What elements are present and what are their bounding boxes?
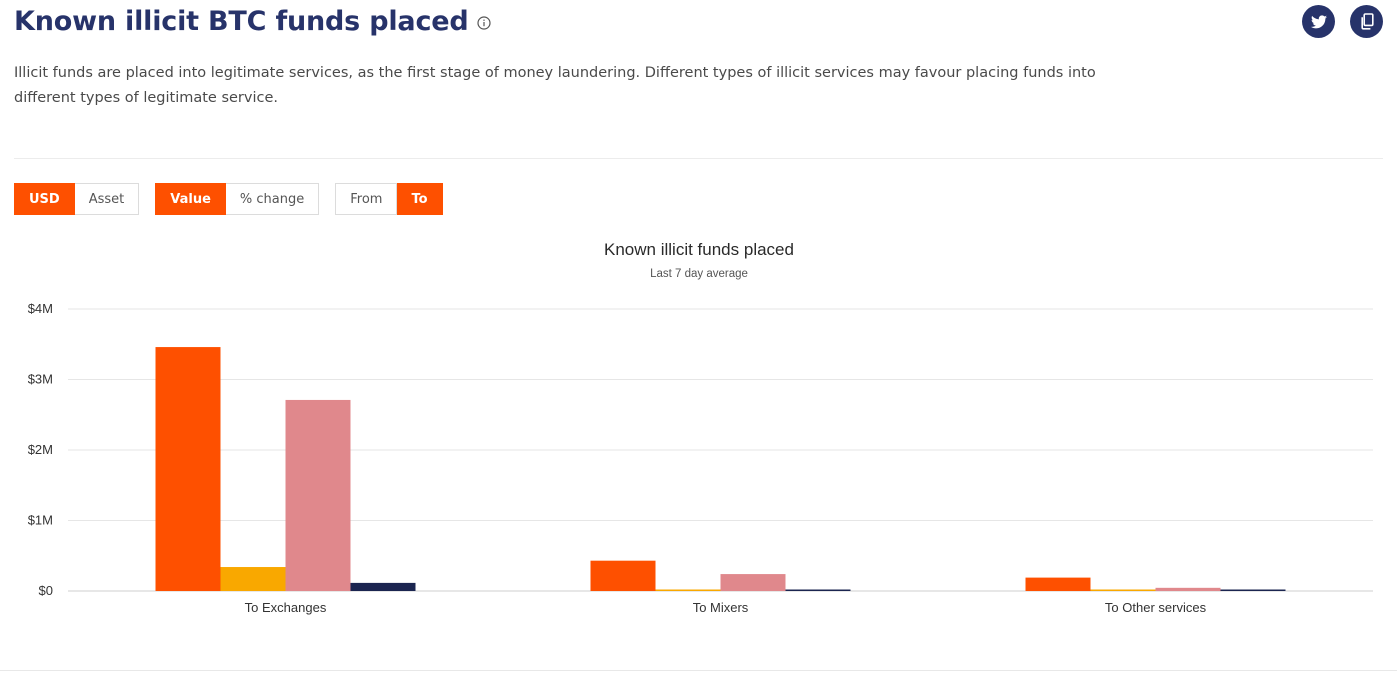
x-tick-label: To Mixers	[693, 600, 749, 615]
bar[interactable]	[590, 560, 656, 591]
asset-button[interactable]: Asset	[74, 183, 140, 215]
bar[interactable]	[220, 567, 286, 591]
chart-title: Known illicit funds placed	[604, 240, 794, 259]
twitter-share-button[interactable]	[1302, 5, 1335, 38]
chart-controls: USD Asset Value % change From To	[14, 183, 459, 215]
value-button[interactable]: Value	[155, 183, 226, 215]
bar[interactable]	[655, 589, 721, 592]
bar[interactable]	[720, 574, 786, 591]
usd-button[interactable]: USD	[14, 183, 75, 215]
from-button[interactable]: From	[335, 183, 398, 215]
info-icon[interactable]	[476, 15, 491, 30]
twitter-icon	[1310, 14, 1327, 28]
bar[interactable]	[1090, 589, 1156, 592]
bar[interactable]	[1220, 589, 1286, 592]
y-tick-label: $2M	[28, 442, 53, 457]
header: Known illicit BTC funds placed	[14, 6, 491, 37]
x-tick-label: To Exchanges	[245, 600, 327, 615]
to-button[interactable]: To	[397, 183, 443, 215]
x-axis: To Exchanges To Mixers To Other services	[245, 600, 1207, 615]
y-tick-label: $0	[39, 583, 53, 598]
chart-subtitle: Last 7 day average	[650, 268, 748, 280]
bottom-divider	[0, 670, 1397, 671]
copy-link-button[interactable]	[1350, 5, 1383, 38]
y-tick-label: $1M	[28, 513, 53, 528]
section-divider	[14, 158, 1383, 159]
y-tick-label: $3M	[28, 372, 53, 387]
percent-change-button[interactable]: % change	[225, 183, 320, 215]
page-title: Known illicit BTC funds placed	[14, 6, 469, 37]
y-tick-label: $4M	[28, 301, 53, 316]
bar[interactable]	[785, 589, 851, 592]
copy-icon	[1360, 13, 1374, 30]
page-description: Illicit funds are placed into legitimate…	[14, 65, 1096, 106]
bar[interactable]	[155, 347, 221, 591]
chart-bars	[155, 347, 1286, 592]
x-tick-label: To Other services	[1105, 600, 1207, 615]
direction-toggle: From To	[335, 183, 443, 215]
y-axis: $0 $1M $2M $3M $4M	[28, 301, 53, 598]
chart-grid	[68, 308, 1373, 592]
currency-toggle: USD Asset	[14, 183, 140, 215]
metric-toggle: Value % change	[155, 183, 320, 215]
bar-chart: Known illicit funds placed Last 7 day av…	[28, 240, 1373, 615]
bar[interactable]	[350, 582, 416, 591]
bar[interactable]	[285, 399, 351, 591]
bar[interactable]	[1155, 587, 1221, 591]
bar[interactable]	[1025, 577, 1091, 591]
share-buttons	[1302, 5, 1383, 38]
